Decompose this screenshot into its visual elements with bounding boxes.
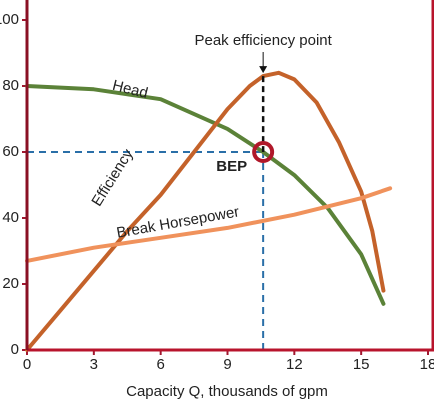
series-label: Head: [111, 77, 150, 102]
peak-arrow-head: [259, 66, 268, 74]
bep-label: BEP: [216, 158, 247, 175]
y-tick-label: 20: [2, 275, 19, 292]
y-tick-label: 40: [2, 209, 19, 226]
x-tick-label: 6: [156, 356, 164, 373]
x-tick-label: 18: [420, 356, 434, 373]
peak-label: Peak efficiency point: [194, 32, 332, 49]
series-label: Efficiency: [88, 146, 137, 210]
y-tick-label: 0: [11, 341, 19, 358]
y-tick-label: 60: [2, 143, 19, 160]
x-tick-label: 15: [353, 356, 370, 373]
y-tick-label: 80: [2, 77, 19, 94]
x-tick-label: 12: [286, 356, 303, 373]
y-tick-label: 100: [0, 11, 19, 28]
x-axis-title: Capacity Q, thousands of gpm: [126, 383, 328, 400]
bep-marker: [252, 141, 275, 163]
series-line: [25, 70, 386, 352]
x-tick-label: 0: [23, 356, 31, 373]
series-line: [25, 186, 393, 263]
x-tick-label: 9: [223, 356, 231, 373]
series-line: [25, 84, 386, 306]
x-tick-label: 3: [90, 356, 98, 373]
